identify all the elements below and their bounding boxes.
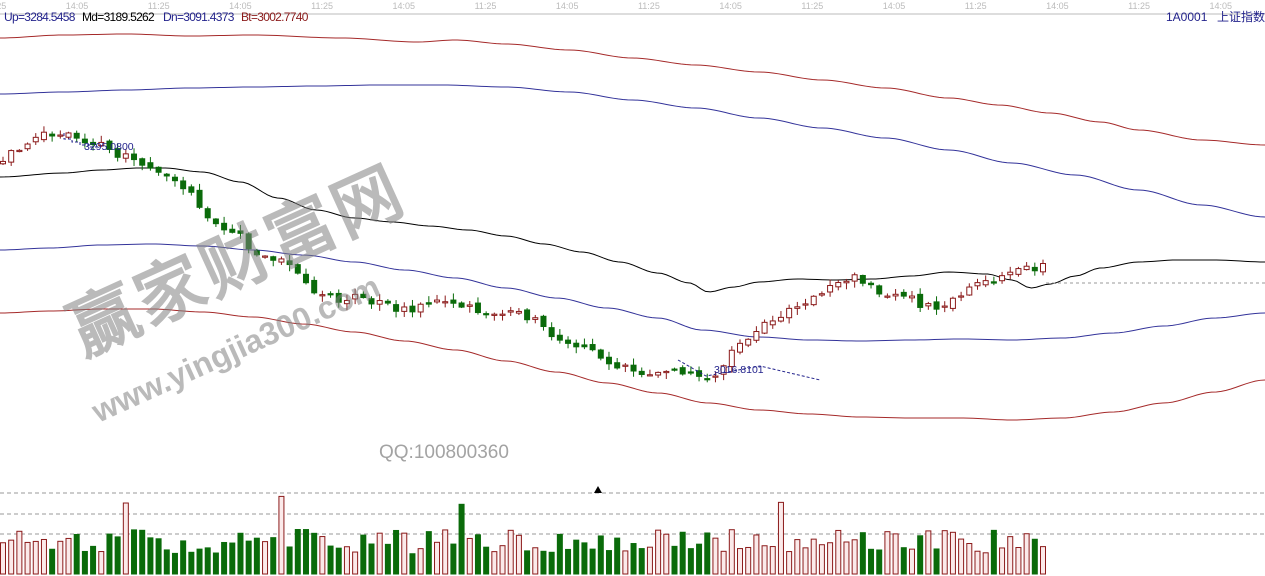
svg-text:11:25: 11:25 — [801, 1, 823, 11]
svg-text:11:25: 11:25 — [475, 1, 497, 11]
svg-text:11:25: 11:25 — [1128, 1, 1150, 11]
svg-text:14:05: 14:05 — [556, 1, 579, 11]
svg-text:11:25: 11:25 — [638, 1, 660, 11]
svg-text:上证指数: 上证指数 — [1217, 9, 1265, 24]
svg-text:3295.0800: 3295.0800 — [84, 141, 134, 153]
svg-text:14:05: 14:05 — [883, 1, 906, 11]
svg-text:14:05: 14:05 — [1046, 1, 1069, 11]
svg-text:14:05: 14:05 — [719, 1, 742, 11]
svg-text:11:25: 11:25 — [965, 1, 987, 11]
svg-text:14:05: 14:05 — [393, 1, 416, 11]
svg-text:1A0001: 1A0001 — [1166, 10, 1208, 24]
svg-text:3016.8101: 3016.8101 — [714, 364, 764, 376]
svg-text:11:25: 11:25 — [311, 1, 333, 11]
